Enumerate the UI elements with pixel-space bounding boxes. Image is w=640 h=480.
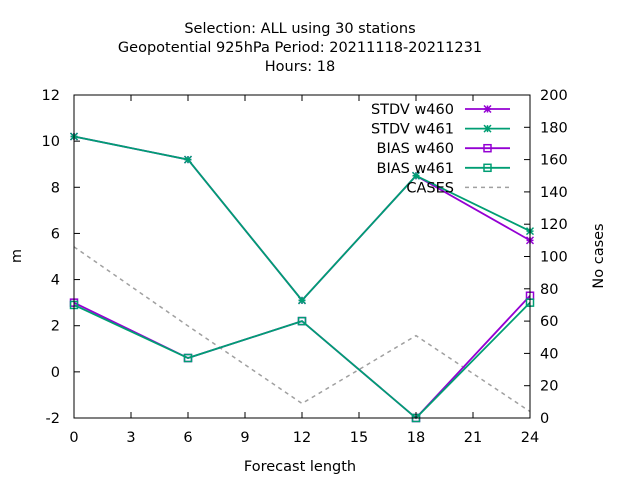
chart-title: Selection: ALL using 30 stations Geopote… (118, 21, 482, 75)
series-bias-w461-line (73, 302, 531, 420)
title-line-3: Hours: 18 (265, 59, 335, 75)
series-bias-w460-line (73, 295, 531, 420)
y-tick-label: 10 (42, 134, 60, 150)
series-cases (73, 246, 531, 413)
x-tick-label: 12 (293, 430, 311, 446)
series-stdv-w461-point (297, 296, 307, 305)
y2-tick-label: 100 (540, 250, 568, 266)
y2-tick-label: 60 (540, 314, 558, 330)
series-bias-w461-point (183, 353, 193, 363)
y-tick-label: 8 (51, 180, 60, 196)
y2-tick-label: 0 (540, 411, 549, 427)
x-axis-label: Forecast length (244, 459, 356, 475)
legend-stdv-w460-label: STDV w460 (371, 102, 454, 118)
y-tick-label: 0 (51, 365, 60, 381)
y2-tick-label: 20 (540, 379, 558, 395)
y2-tick-label: 140 (540, 185, 568, 201)
y-tick-label: 2 (51, 319, 60, 335)
series-bias-w461 (69, 298, 535, 423)
series-stdv-w460 (69, 132, 535, 305)
x-tick-label: 18 (407, 430, 425, 446)
legend-stdv-w461-marker (483, 124, 492, 133)
y2-tick-label: 80 (540, 282, 558, 298)
series-stdv-w461-point (183, 155, 193, 164)
x-tick-label: 0 (69, 430, 78, 446)
y2-tick-label: 180 (540, 120, 568, 136)
series-stdv-w460-line (73, 135, 531, 302)
series-stdv-w461 (69, 132, 535, 305)
y2-tick-label: 200 (540, 88, 568, 104)
legend: STDV w460 STDV w461 BIAS w460 BIAS w461 CASE… (371, 102, 510, 196)
legend-bias-w460-marker (483, 143, 492, 153)
x-tick-label: 15 (350, 430, 368, 446)
series-stdv-w461-point (411, 171, 421, 180)
x-tick-label: 21 (464, 430, 482, 446)
title-line-1: Selection: ALL using 30 stations (184, 21, 415, 37)
y2-tick-label: 120 (540, 217, 568, 233)
series-bias-w461-point (297, 316, 307, 326)
legend-bias-w460-label: BIAS w460 (377, 141, 455, 157)
y-tick-label: -2 (46, 411, 60, 427)
y2-tick-label: 40 (540, 346, 558, 362)
y-tick-label: 12 (42, 88, 60, 104)
legend-stdv-w460-marker (483, 104, 492, 114)
x-tick-label: 3 (126, 430, 135, 446)
y-tick-label: 4 (51, 273, 60, 289)
series-bias-w460 (69, 291, 535, 423)
y-tick-label: 6 (51, 226, 60, 242)
x-tick-label: 24 (521, 430, 539, 446)
y2-tick-label: 160 (540, 153, 568, 169)
y-axis-label: m (9, 249, 25, 263)
x-tick-label: 6 (183, 430, 192, 446)
legend-bias-w461-label: BIAS w461 (377, 161, 455, 177)
y2-axis-label: No cases (591, 223, 607, 288)
x-tick-label: 9 (240, 430, 249, 446)
title-line-2: Geopotential 925hPa Period: 20211118-202… (118, 40, 482, 56)
legend-cases-label: CASES (406, 180, 454, 196)
series-stdv-w461-line (73, 135, 531, 302)
series-cases-line (73, 246, 531, 413)
ticks-layer: 0 3 6 9 12 15 18 21 24-2024681012020406080100120… (42, 88, 568, 446)
series-layer (69, 132, 535, 423)
legend-stdv-w461-label: STDV w461 (371, 122, 454, 138)
legend-bias-w461-marker (483, 163, 492, 173)
